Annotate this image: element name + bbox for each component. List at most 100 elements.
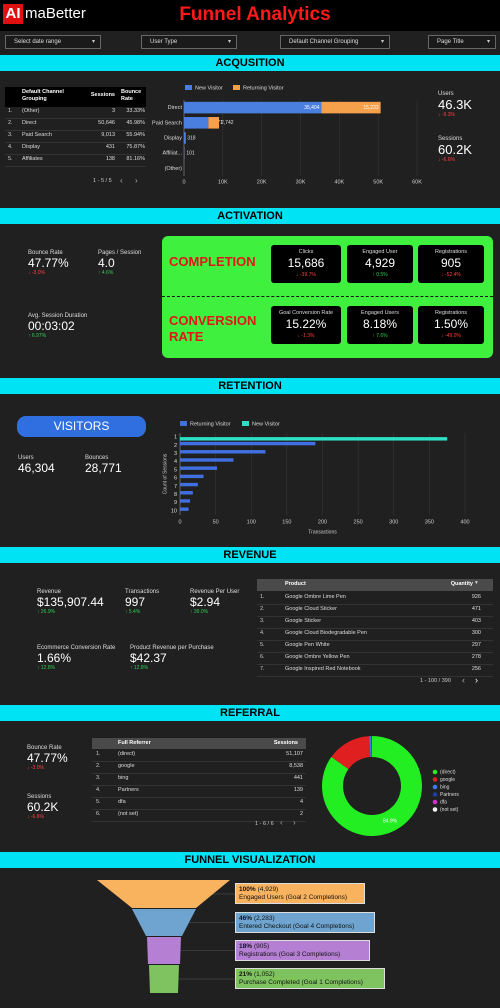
bar (321, 101, 381, 114)
row-bounce: 33.33% (126, 108, 145, 114)
y-tick-label: 9 (174, 500, 177, 506)
page-prev[interactable]: ‹ (462, 675, 465, 685)
metric-change: ↓ -9.3% (438, 112, 455, 118)
data-label: 101 (186, 151, 195, 157)
x-tick-label: 250 (354, 519, 363, 525)
row-index: 1. (8, 108, 13, 114)
legend-swatch (185, 85, 192, 90)
x-tick-label: 30K (296, 179, 306, 185)
y-tick-label: 1 (174, 435, 177, 441)
row-name: Paid Search (22, 132, 52, 138)
row-index: 7. (260, 666, 265, 672)
y-tick-label: (Other) (165, 166, 183, 172)
bar (184, 101, 322, 114)
x-tick-label: 0 (178, 519, 181, 525)
row-name: Google Pen White (285, 642, 330, 648)
pie-slice (322, 736, 422, 836)
row-divider (257, 628, 493, 629)
legend-swatch (432, 777, 438, 782)
data-label: 318 (187, 135, 196, 141)
stage-percent: 21% (239, 971, 253, 978)
metric-value: $135,907.44 (37, 595, 104, 609)
metric-value: 46.3K (438, 97, 472, 112)
logo-text: maBetter (25, 5, 86, 22)
y-tick-label: Display (164, 135, 182, 141)
metric-label: Pages / Session (98, 250, 142, 256)
kpi-card: Clicks 15,686 ↓ -39.7% (271, 245, 341, 283)
row-divider (257, 616, 493, 617)
row-divider (257, 664, 493, 665)
stage-box: 18% (905) Registrations (Goal 3 Completion… (235, 940, 370, 961)
col-header: Sessions (273, 740, 298, 746)
row-quantity: 403 (471, 618, 481, 624)
data-label: 15,233 (363, 105, 379, 111)
metric-label: Revenue (37, 589, 62, 595)
row-quantity: 278 (471, 654, 481, 660)
visitors-button[interactable]: VISITORS (17, 416, 146, 437)
row-index: 3. (96, 775, 101, 781)
legend-swatch (242, 421, 249, 426)
logo-ai: AI (3, 4, 23, 24)
row-index: 3. (8, 132, 13, 138)
row-sessions: 8,538 (289, 763, 303, 769)
page-prev[interactable]: ‹ (120, 176, 123, 185)
sort-icon[interactable]: ▾ (475, 580, 478, 586)
retention-chart: Returning Visitor New Visitor 0 50 100 150 200… (162, 421, 470, 535)
y-tick-label: 5 (174, 467, 177, 473)
row-name: Direct (22, 120, 37, 126)
stage-label: Purchase Completed (Goal 1 Completions) (239, 979, 363, 986)
legend-label: google (440, 777, 455, 783)
page-next[interactable]: › (293, 818, 296, 827)
y-tick-label: 8 (174, 492, 177, 498)
bar (180, 474, 204, 479)
metric-value: 00:03:02 (28, 319, 75, 333)
bar (180, 437, 448, 441)
filter-dropdown[interactable]: Select date range ▾ (5, 35, 101, 49)
pie-slice (371, 736, 372, 758)
page-next[interactable]: › (475, 675, 478, 685)
row-divider (257, 652, 493, 653)
page-prev[interactable]: ‹ (280, 818, 283, 827)
legend-swatch (432, 784, 438, 790)
kpi-card: Registrations 905 ↓ -52.4% (418, 245, 484, 283)
page-next[interactable]: › (135, 176, 138, 185)
metric-value: 1.66% (37, 651, 72, 665)
row-divider (92, 773, 306, 774)
row-index: 4. (260, 630, 265, 636)
bar (180, 450, 266, 454)
metric-change: ↓ -3.0% (28, 270, 45, 276)
x-tick-label: 0 (182, 179, 185, 185)
metric-label: Bounces (85, 455, 109, 461)
row-quantity: 300 (471, 630, 481, 636)
row-index: 4. (96, 787, 101, 793)
bar (180, 482, 198, 487)
metric-label: Transactions (125, 589, 160, 595)
dropdown-arrow: ▾ (91, 39, 95, 45)
row-sessions: 139 (293, 787, 303, 793)
funnel-shapes (97, 880, 235, 993)
row-sessions: 51,107 (286, 751, 303, 757)
bar (180, 499, 190, 503)
kpi-card: Goal Conversion Rate 15.22% ↓ -1.3% (271, 306, 341, 344)
stage-label: Entered Checkout (Goal 4 Completions) (239, 923, 355, 930)
metric-value: $42.37 (130, 651, 167, 665)
row-index: 6. (96, 811, 101, 817)
filter-dropdown[interactable]: Default Channel Grouping ▾ (280, 35, 390, 49)
row-name: (Other) (22, 108, 40, 114)
row-name: Google Inspired Red Notebook (285, 666, 361, 672)
row-divider (5, 142, 146, 143)
col-header: Bounce Rate (121, 89, 142, 102)
pie-slice (369, 736, 372, 758)
row-name: Google Cloud Biodegradable Pen (285, 630, 367, 636)
row-name: Google Ombre Yellow Pen (285, 654, 350, 660)
row-bounce: 75.87% (126, 144, 145, 150)
col-header: Sessions (90, 92, 115, 98)
x-tick-label: 400 (460, 519, 469, 525)
row-name: dfa (118, 799, 126, 805)
filter-dropdown[interactable]: User Type ▾ (141, 35, 237, 49)
row-sessions: 3 (111, 108, 115, 114)
card-value: 905 (440, 256, 462, 270)
filter-dropdown[interactable]: Page Title ▾ (428, 35, 496, 49)
row-index: 6. (260, 654, 265, 660)
